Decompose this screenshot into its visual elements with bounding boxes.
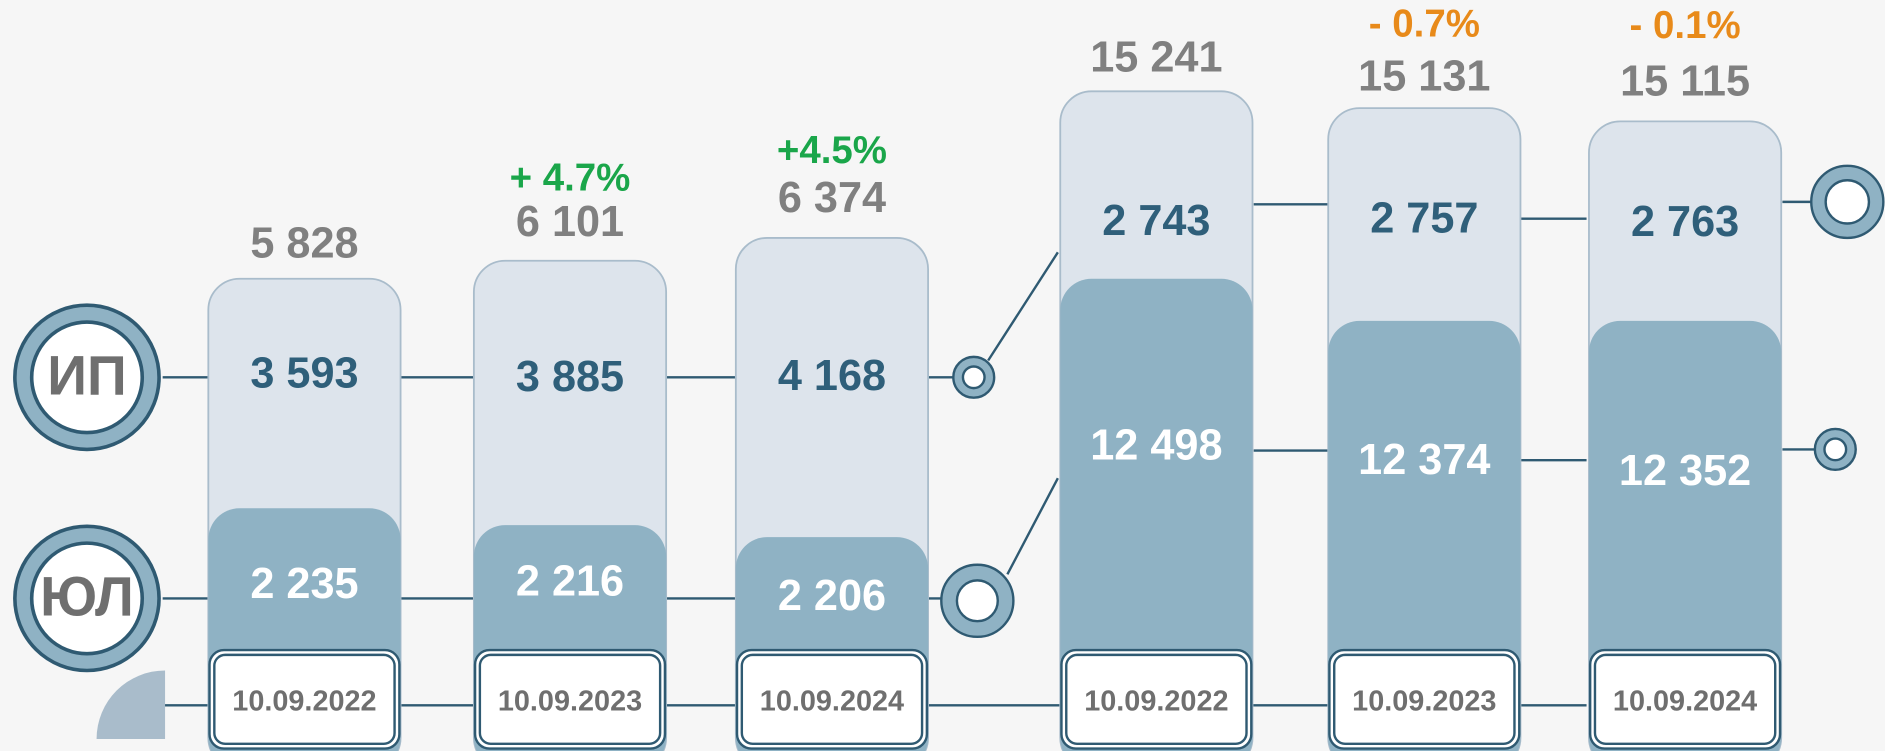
ip-value: 2 757 [1370, 195, 1478, 243]
ip-value: 3 885 [516, 353, 624, 401]
total: 6 374 [778, 174, 886, 222]
column-bottom [1588, 320, 1782, 751]
legend: ИП ЮЛ [13, 303, 161, 673]
ul-value: 2 235 [250, 560, 358, 608]
total: 15 115 [1620, 58, 1750, 106]
ul-value: 2 206 [778, 572, 886, 620]
date-box [1593, 653, 1777, 745]
total: 6 101 [516, 198, 624, 246]
corner-shape [96, 670, 166, 739]
change: - 0.7% [1369, 3, 1480, 46]
legend-ul: ЮЛ [40, 565, 134, 627]
ul-value: 12 374 [1358, 436, 1490, 484]
total: 5 828 [250, 220, 358, 268]
legend-ip: ИП [47, 344, 126, 406]
column-bottom [1060, 278, 1253, 751]
ul-value: 12 352 [1619, 447, 1751, 495]
date: 10.09.2024 [760, 686, 904, 718]
date: 10.09.2022 [232, 686, 376, 718]
date-box [1333, 653, 1516, 745]
date: 10.09.2024 [1613, 686, 1757, 718]
date-box [213, 653, 396, 745]
ip-value: 2 743 [1102, 197, 1210, 245]
date: 10.09.2023 [498, 686, 642, 718]
ul-value: 2 216 [516, 557, 624, 605]
change: - 0.1% [1630, 4, 1741, 47]
date: 10.09.2023 [1352, 686, 1496, 718]
ul-value: 12 498 [1090, 422, 1222, 470]
total: 15 131 [1358, 53, 1490, 101]
date-box [478, 653, 662, 745]
date-box [740, 653, 924, 745]
ip-value: 2 763 [1631, 198, 1739, 246]
ip-value: 3 593 [250, 350, 358, 398]
date: 10.09.2022 [1084, 686, 1228, 718]
ip-value: 4 168 [778, 352, 886, 400]
total: 15 241 [1090, 34, 1222, 82]
column-bottom [1328, 320, 1521, 751]
change: +4.5% [777, 129, 887, 172]
date-box [1065, 653, 1248, 745]
end-circles [940, 164, 1885, 639]
change: + 4.7% [510, 156, 631, 199]
